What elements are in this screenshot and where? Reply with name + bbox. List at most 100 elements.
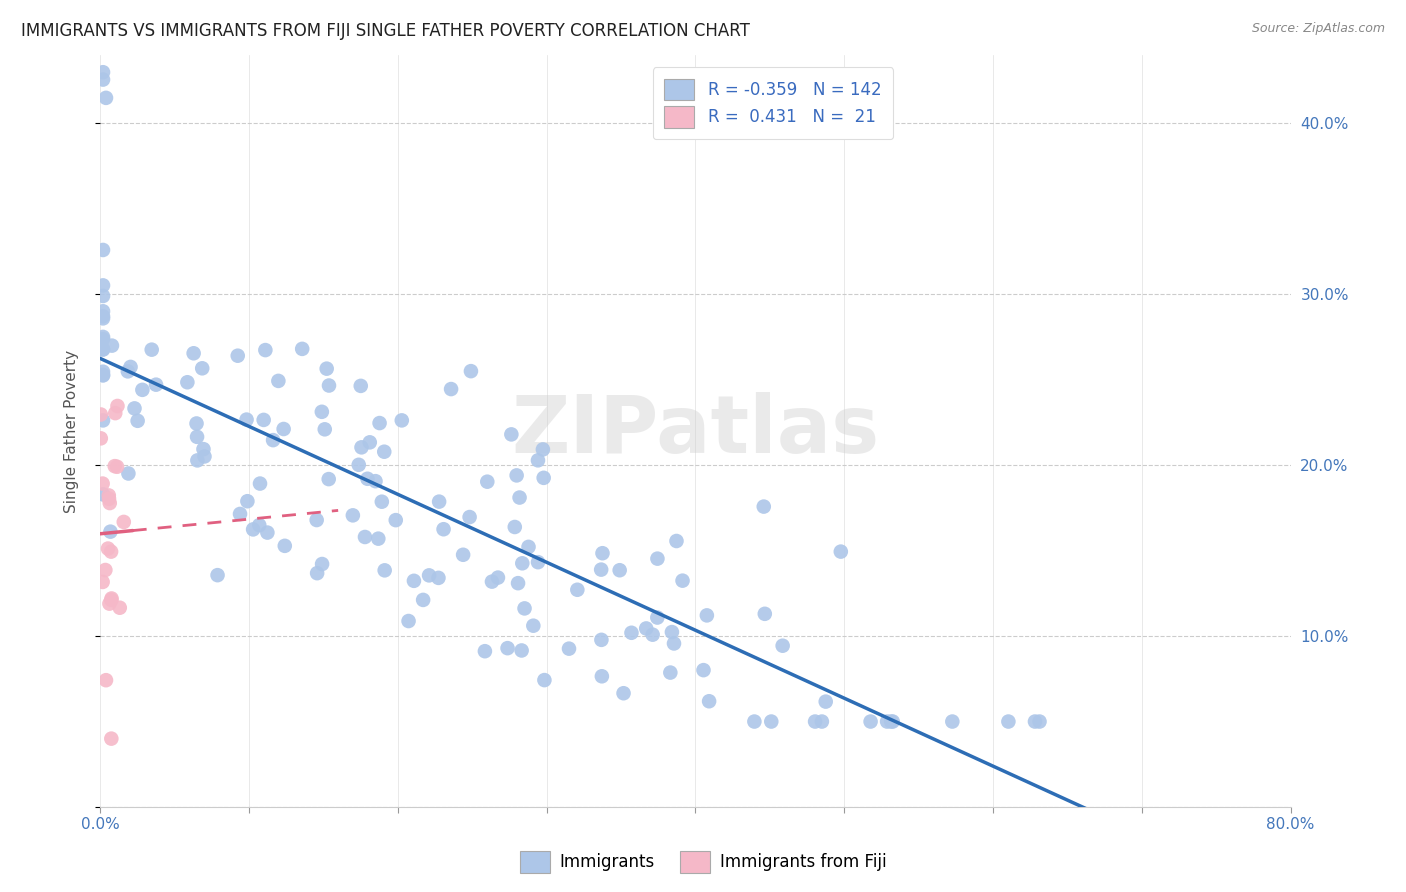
Point [262,433,284,447]
Point [427,571,450,585]
Point [98,597,121,611]
Point [318,472,340,486]
Point [496,641,519,656]
Point [105,459,128,474]
Point [697,694,720,708]
Point [402,574,425,588]
Point [94,563,117,577]
Point [235,412,257,426]
Point [247,518,270,533]
Point [398,614,420,628]
Point [591,632,613,647]
Point [91,365,114,379]
Point [665,534,688,549]
Point [90,431,112,445]
Point [533,471,555,485]
Point [612,686,634,700]
Point [692,663,714,677]
Point [477,475,499,489]
Point [752,500,775,514]
Point [117,364,139,378]
Point [97,541,120,556]
Point [527,453,550,467]
Point [510,556,533,570]
Point [432,522,454,536]
Point [859,714,882,729]
Point [460,364,482,378]
Point [120,359,142,374]
Point [100,731,122,746]
Point [91,413,114,427]
Point [661,625,683,640]
Point [811,714,834,729]
Point [830,544,852,558]
Point [91,343,114,357]
Point [249,476,271,491]
Point [274,539,297,553]
Point [311,557,333,571]
Point [592,546,614,560]
Point [98,491,121,506]
Point [527,555,550,569]
Point [91,311,114,326]
Point [814,695,837,709]
Point [193,450,215,464]
Point [501,427,523,442]
Point [305,513,328,527]
Point [1028,714,1050,729]
Point [273,422,295,436]
Point [311,405,333,419]
Point [533,673,555,687]
Point [474,644,496,658]
Point [342,508,364,523]
Text: ZIPatlas: ZIPatlas [512,392,879,470]
Point [91,574,114,589]
Point [91,243,114,257]
Point [108,600,131,615]
Point [91,310,114,324]
Point [91,332,114,346]
Point [517,540,540,554]
Point [647,610,669,624]
Point [141,343,163,357]
Point [418,568,440,582]
Point [364,474,387,488]
Point [636,622,658,636]
Point [94,673,117,688]
Point [513,601,536,615]
Point [101,338,124,352]
Point [876,714,898,729]
Point [186,453,208,467]
Point [620,625,643,640]
Point [350,441,373,455]
Point [186,430,208,444]
Point [591,563,613,577]
Point [609,563,631,577]
Point [314,422,336,436]
Legend: R = -0.359   N = 142, R =  0.431   N =  21: R = -0.359 N = 142, R = 0.431 N = 21 [652,67,893,139]
Point [662,636,685,650]
Point [458,510,481,524]
Point [98,496,121,510]
Point [254,343,277,357]
Point [880,714,903,729]
Point [104,459,127,474]
Point [100,524,122,539]
Point [91,304,114,318]
Point [236,494,259,508]
Point [359,435,381,450]
Point [256,525,278,540]
Point [941,714,963,729]
Point [427,494,450,508]
Point [117,467,139,481]
Point [754,607,776,621]
Point [91,343,114,357]
Point [531,442,554,457]
Legend: Immigrants, Immigrants from Fiji: Immigrants, Immigrants from Fiji [513,845,893,880]
Point [647,551,669,566]
Point [503,520,526,534]
Point [107,399,129,413]
Point [183,346,205,360]
Point [659,665,682,680]
Point [97,488,120,502]
